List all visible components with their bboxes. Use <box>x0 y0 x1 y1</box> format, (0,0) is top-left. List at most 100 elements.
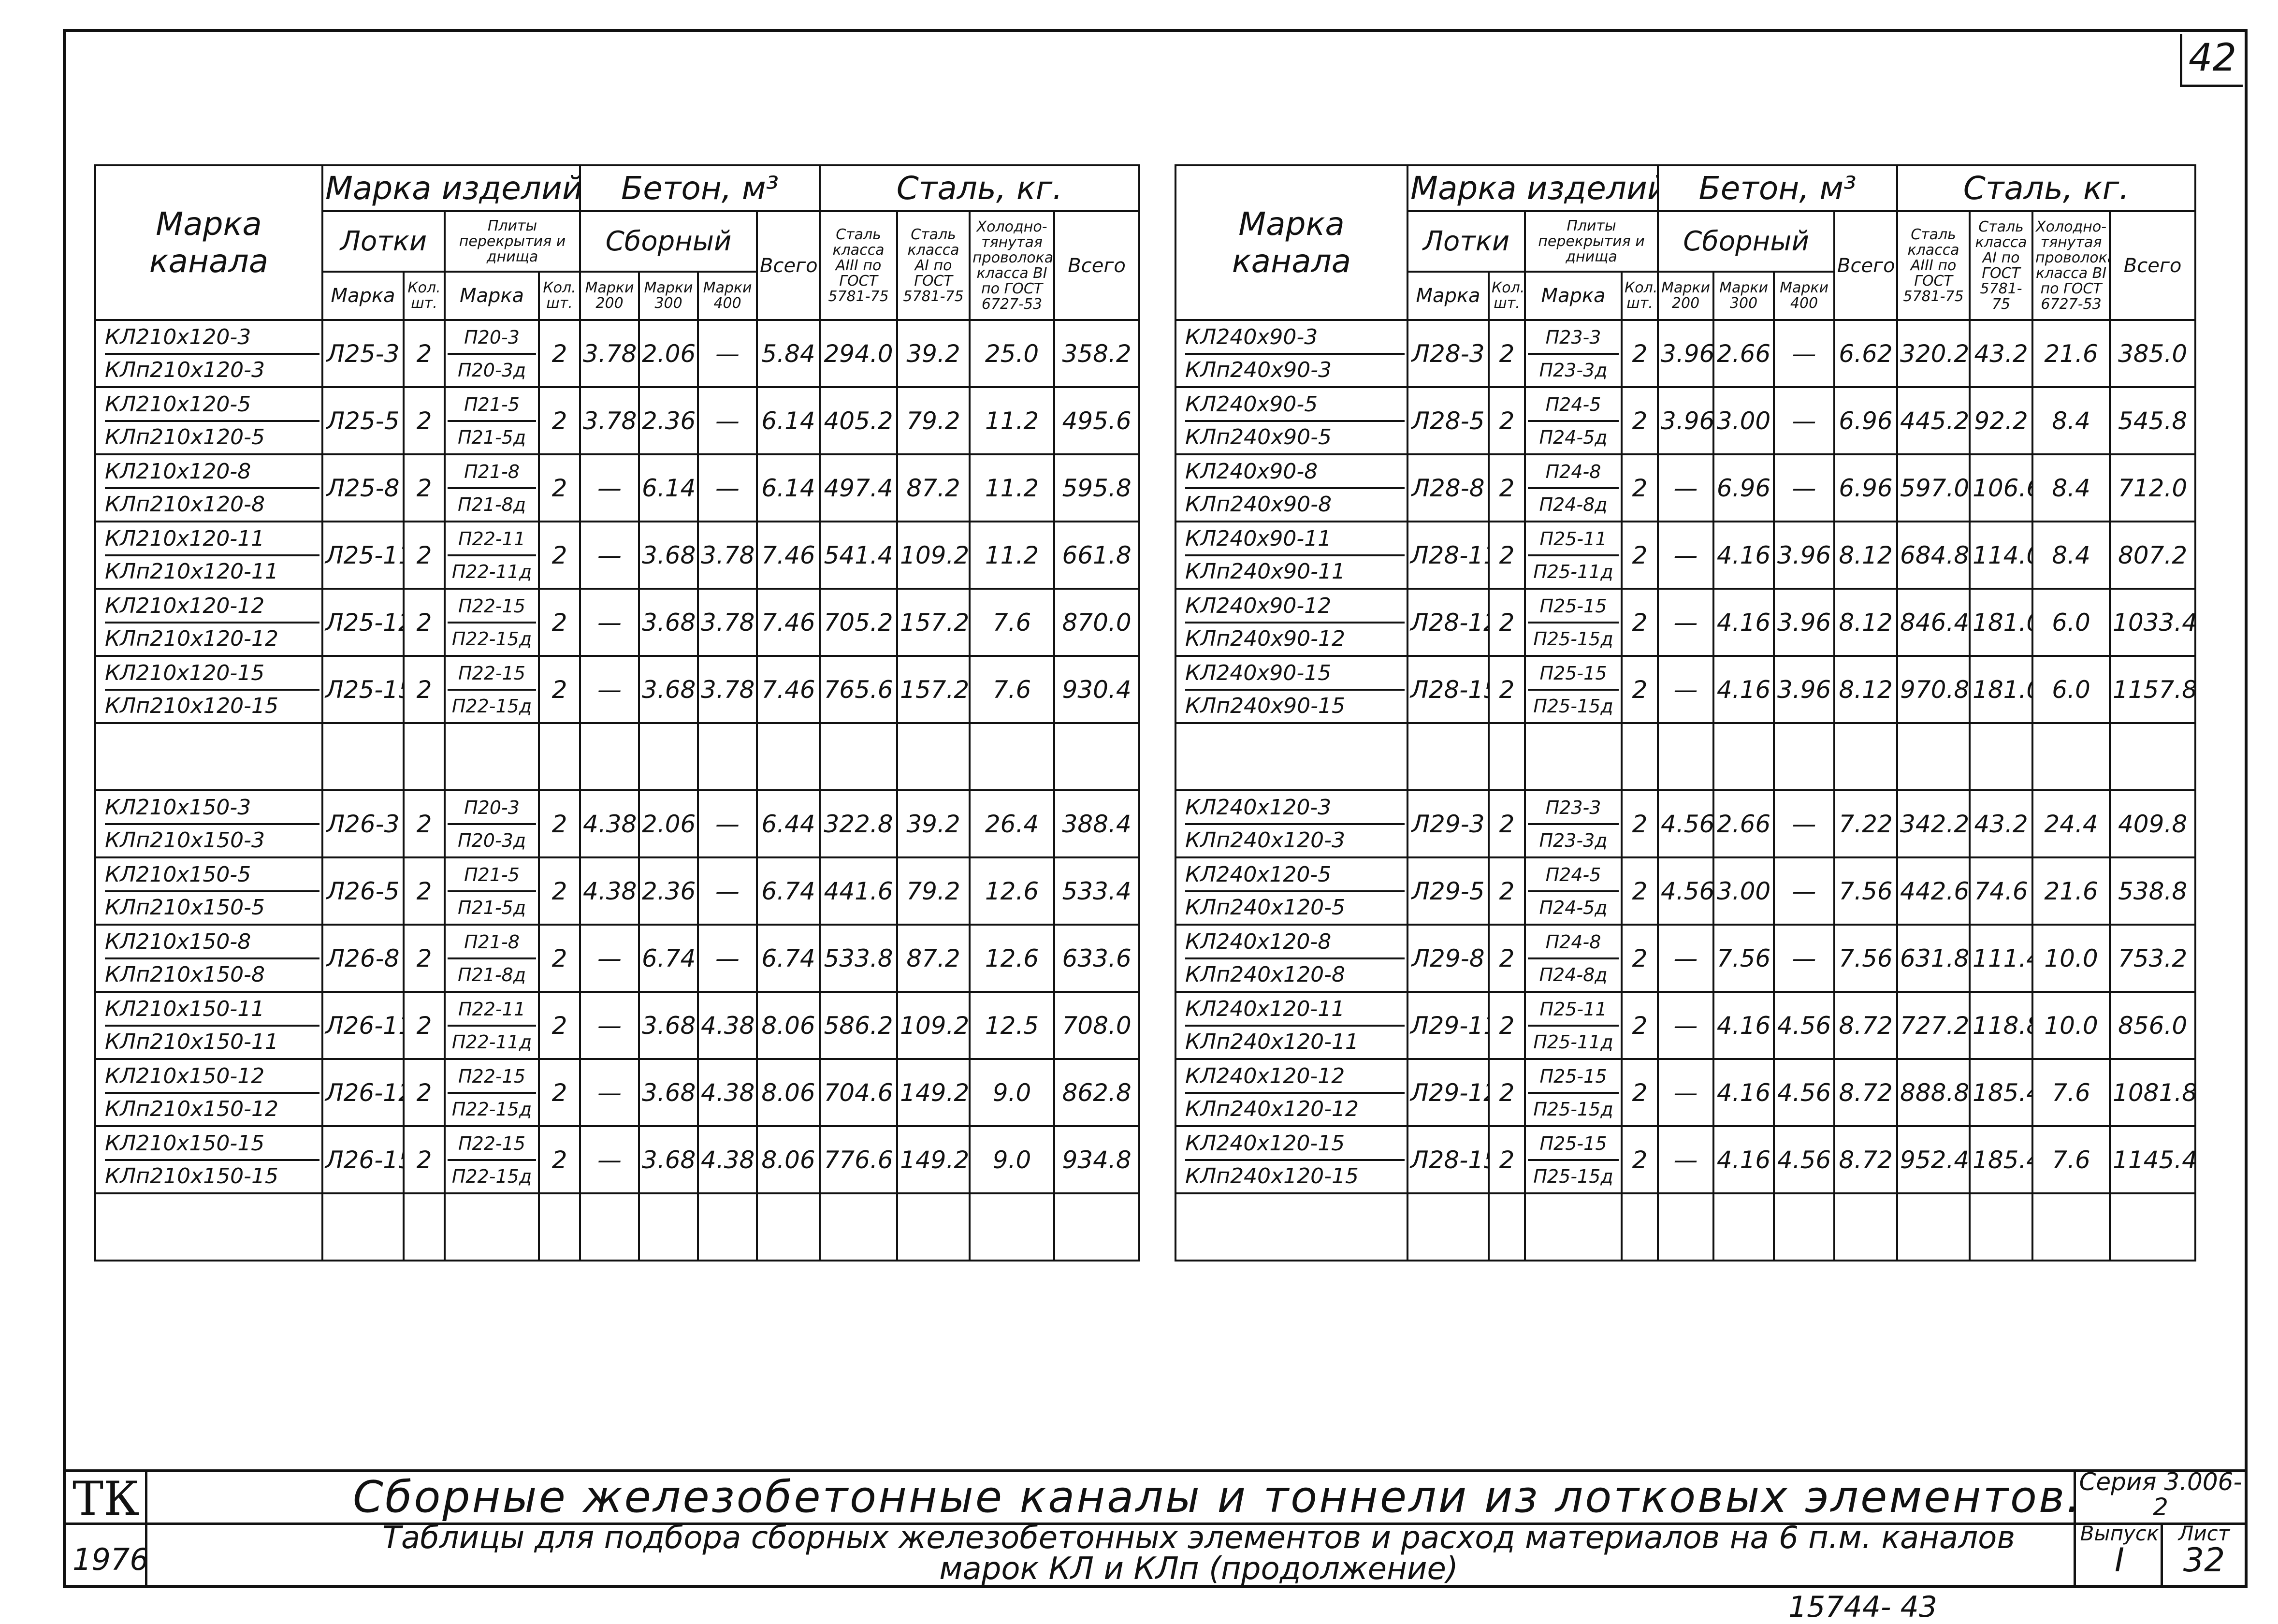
table-row: КЛ210х150-12КЛп210х150-12Л26-122П22-15П2… <box>94 1058 1141 1127</box>
steel-total: 538.8 <box>2109 856 2197 926</box>
slab-marks: П24-8 П24-8д <box>1524 924 1623 993</box>
slab-marks-1: П22-15 <box>448 591 536 624</box>
tray-mark: Л29-5 <box>1407 856 1490 926</box>
steel-a3: 497.4 <box>819 453 899 522</box>
wire-b1: 24.4 <box>2031 789 2111 858</box>
channel-marks-1: КЛ210х120-5 <box>105 389 319 422</box>
steel-a3: 586.2 <box>819 991 899 1060</box>
concrete-m200: — <box>579 655 640 724</box>
header-provoloka: Холодно-тянутая проволока класса ВI по Г… <box>969 210 1056 321</box>
slab-marks-1: П22-11 <box>448 523 536 556</box>
concrete-total: 7.56 <box>1833 924 1899 993</box>
slab-marks-2: П20-3д <box>457 359 526 381</box>
slab-marks: П22-15 П22-15д <box>444 655 540 724</box>
slab-count: 2 <box>537 655 581 724</box>
slab-marks-1: П25-11 <box>1528 994 1619 1027</box>
slab-marks-2: П22-15д <box>451 695 532 717</box>
slab-marks-2: П25-15д <box>1533 695 1613 717</box>
slab-marks-2: П22-11д <box>451 1031 532 1053</box>
header-lotki-marka: Марка <box>321 271 405 321</box>
channel-marks-1: КЛ240х90-11 <box>1185 523 1405 556</box>
header-plity: Плиты перекрытия и днища <box>443 210 581 273</box>
channel-marks-2: КЛп240х120-12 <box>1185 1096 1359 1121</box>
slab-marks-1: П23-3 <box>1528 322 1619 355</box>
tray-count: 2 <box>403 655 446 724</box>
tray-mark: Л26-11 <box>321 991 405 1060</box>
channel-marks-1: КЛ240х120-5 <box>1185 859 1405 892</box>
channel-marks: КЛ240х90-5 КЛп240х90-5 <box>1175 386 1408 455</box>
concrete-m300: 3.68 <box>638 991 699 1060</box>
wire-b1: 9.0 <box>969 1058 1056 1127</box>
document-title: Сборные железобетонные каналы и тоннели … <box>353 1472 2082 1522</box>
header-beton: Бетон, м³ <box>579 164 821 212</box>
channel-marks: КЛ210х120-5 КЛп210х120-5 <box>94 386 323 455</box>
table-row: КЛ210х120-15КЛп210х120-15Л25-152П22-15П2… <box>94 655 1141 724</box>
channel-marks-2: КЛп210х150-11 <box>105 1029 278 1054</box>
header-plity-marka: Марка <box>444 271 540 321</box>
header-lotki: Лотки <box>321 210 446 273</box>
channel-marks: КЛ240х120-15 КЛп240х120-15 <box>1175 1125 1408 1194</box>
concrete-total: 8.72 <box>1833 1125 1899 1194</box>
channel-marks-1: КЛ210х120-8 <box>105 456 319 489</box>
steel-a3: 631.8 <box>1896 924 1971 993</box>
concrete-m200: 4.56 <box>1657 856 1715 926</box>
table-row: КЛ240х120-5 КЛп240х120-5 Л29-5 2 П24-5 П24-5д… <box>1175 856 2197 926</box>
concrete-m300: 3.68 <box>638 1125 699 1194</box>
channel-marks-2: КЛп240х90-11 <box>1185 559 1345 584</box>
steel-a3: 342.2 <box>1896 789 1971 858</box>
concrete-total: 7.56 <box>1833 856 1899 926</box>
channel-marks-2: КЛп240х120-3 <box>1185 827 1345 853</box>
slab-marks: П25-11 П25-11д <box>1524 991 1623 1060</box>
concrete-m300: 3.68 <box>638 588 699 657</box>
slab-marks-1: П24-5 <box>1528 389 1619 422</box>
steel-total: 712.0 <box>2109 453 2197 522</box>
header-m300: Марки 300 <box>638 271 699 321</box>
slab-marks: П23-3 П23-3д <box>1524 319 1623 388</box>
header-plity-marka: Марка <box>1524 271 1623 321</box>
slab-count: 2 <box>1620 924 1659 993</box>
slab-marks-2: П22-11д <box>451 561 532 582</box>
concrete-m400: 3.96 <box>1773 588 1836 657</box>
channel-marks-2: КЛп210х120-11 <box>105 559 278 584</box>
concrete-m400: 3.78 <box>697 655 758 724</box>
slab-marks-2: П23-3д <box>1539 359 1608 381</box>
slab-marks: П22-11 П22-11д <box>444 991 540 1060</box>
slab-count: 2 <box>537 588 581 657</box>
channel-marks-1: КЛ210х150-8 <box>105 927 319 959</box>
tray-count: 2 <box>403 789 446 858</box>
slab-marks-2: П20-3д <box>457 829 526 851</box>
steel-total: 870.0 <box>1053 588 1141 657</box>
slab-marks-1: П24-5 <box>1528 859 1619 892</box>
tray-mark: Л26-5 <box>321 856 405 926</box>
concrete-m200: — <box>1657 991 1715 1060</box>
tray-count: 2 <box>1488 386 1526 455</box>
concrete-m300: 2.06 <box>638 319 699 388</box>
slab-marks: П22-15 П22-15д <box>444 1058 540 1127</box>
slab-marks-1: П21-8 <box>448 927 536 959</box>
tray-count: 2 <box>403 319 446 388</box>
slab-marks-1: П21-5 <box>448 859 536 892</box>
slab-count: 2 <box>537 991 581 1060</box>
concrete-total: 8.12 <box>1833 655 1899 724</box>
slab-marks: П20-3 П20-3д <box>444 789 540 858</box>
channel-marks-2: КЛп240х90-5 <box>1185 424 1332 450</box>
concrete-m300: 3.68 <box>638 521 699 590</box>
tray-mark: Л28-15 <box>1407 1125 1490 1194</box>
steel-a1: 114.0 <box>1969 521 2034 590</box>
tray-count: 2 <box>1488 453 1526 522</box>
slab-marks-2: П22-15д <box>451 628 532 650</box>
slab-marks-1: П25-11 <box>1528 523 1619 556</box>
steel-a1: 157.2 <box>896 588 971 657</box>
channel-marks: КЛ210х150-12 КЛп210х150-12 <box>94 1058 323 1127</box>
channel-marks: КЛ210х120-15 КЛп210х120-15 <box>94 655 323 724</box>
steel-total: 1081.8 <box>2109 1058 2197 1127</box>
header-lotki-kol: Кол. шт. <box>403 271 446 321</box>
tray-mark: Л26-15 <box>321 1125 405 1194</box>
channel-marks: КЛ210х150-15 КЛп210х150-15 <box>94 1125 323 1194</box>
channel-marks: КЛ240х120-3 КЛп240х120-3 <box>1175 789 1408 858</box>
tray-mark: Л28-15 <box>1407 655 1490 724</box>
slab-marks-1: П25-15 <box>1528 1061 1619 1094</box>
concrete-total: 6.96 <box>1833 386 1899 455</box>
slab-marks-2: П25-15д <box>1533 1098 1613 1120</box>
slab-marks-1: П25-15 <box>1528 658 1619 691</box>
